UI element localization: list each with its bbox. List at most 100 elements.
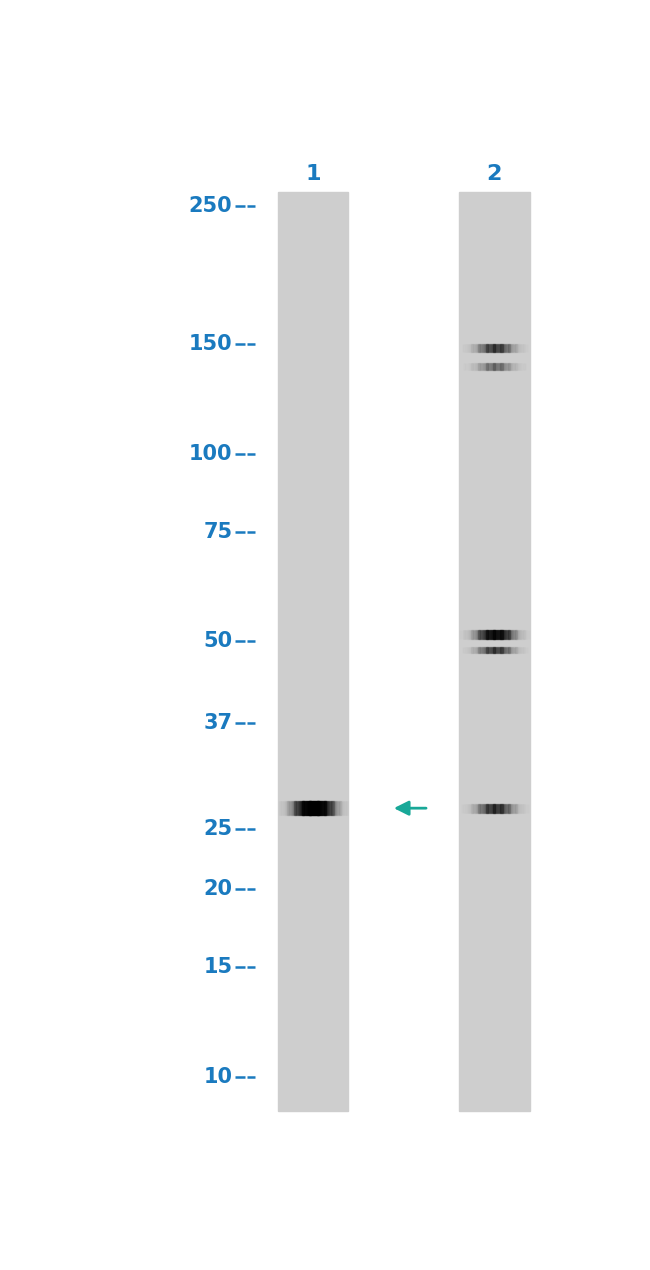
Bar [296,801,297,815]
Bar [528,804,529,813]
Bar [327,801,328,815]
Bar [299,801,300,815]
Bar [528,804,530,813]
Bar [493,344,495,353]
Bar [337,801,338,815]
Bar [520,630,521,639]
Bar [514,646,515,654]
Bar [520,344,521,353]
Bar [331,801,332,815]
Bar [474,363,475,370]
Bar [490,344,491,353]
Bar [475,363,476,370]
Bar [496,344,497,353]
Bar [513,630,514,639]
Bar [460,344,461,353]
Bar [490,630,491,639]
Bar [460,630,461,639]
Bar [506,344,507,353]
Bar [513,344,514,353]
Bar [482,344,483,353]
Bar [528,646,530,654]
Bar [324,801,326,815]
Bar [486,344,488,353]
Bar [495,344,497,353]
Bar [312,801,313,815]
Bar [330,801,331,815]
Bar [511,646,512,654]
Bar [459,804,460,813]
Bar [474,630,475,639]
Bar [343,801,344,815]
Bar [316,801,317,815]
Bar [515,804,517,813]
Bar [510,344,512,353]
Bar [526,804,527,813]
Bar [518,646,519,654]
Text: 50: 50 [203,631,233,652]
Bar [523,363,524,370]
Bar [516,344,517,353]
Bar [465,630,466,639]
Text: 250: 250 [188,196,233,216]
Bar [502,630,503,639]
Bar [498,646,499,654]
Bar [471,344,473,353]
Bar [491,630,492,639]
Bar [496,363,497,370]
Bar [468,804,469,813]
Bar [468,646,469,654]
Bar [341,801,343,815]
Bar [519,344,520,353]
Bar [311,801,313,815]
Bar [476,630,478,639]
Bar [476,646,478,654]
Bar [485,630,486,639]
Bar [462,630,463,639]
Bar [517,363,519,370]
Bar [281,801,282,815]
Bar [508,804,510,813]
Bar [473,646,474,654]
Bar [476,630,477,639]
Bar [491,646,493,654]
Bar [481,804,482,813]
Bar [518,804,519,813]
Bar [474,646,475,654]
Bar [476,363,477,370]
Bar [514,363,515,370]
Bar [315,801,316,815]
Bar [480,630,482,639]
Bar [465,344,466,353]
Bar [528,363,529,370]
Bar [519,363,520,370]
Bar [520,363,521,370]
Bar [470,804,471,813]
Bar [475,646,476,654]
Bar [503,344,504,353]
Bar [473,363,474,370]
Bar [497,344,498,353]
Bar [485,363,486,370]
Bar [480,804,482,813]
Bar [485,646,486,654]
Bar [490,804,491,813]
Bar [475,804,476,813]
Bar [476,363,478,370]
Bar [307,801,308,815]
Bar [471,804,472,813]
Bar [511,344,512,353]
Bar [491,646,492,654]
Bar [283,801,284,815]
Bar [328,801,329,815]
Bar [521,804,522,813]
Bar [522,344,523,353]
Bar [489,804,490,813]
Bar [527,344,528,353]
Bar [521,646,522,654]
Bar [465,646,466,654]
Bar [482,646,483,654]
Bar [510,646,512,654]
Bar [305,801,306,815]
Bar [324,801,325,815]
